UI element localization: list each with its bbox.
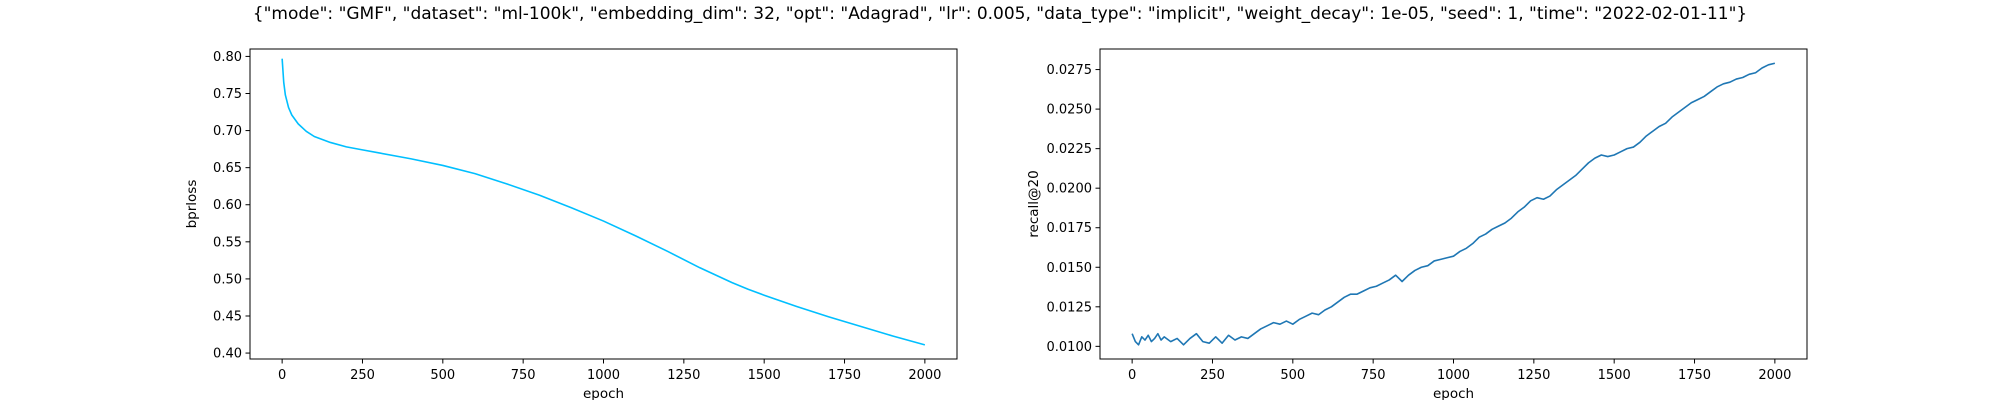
y-tick-label: 0.50 <box>213 272 242 287</box>
x-tick-label: 0 <box>278 368 286 383</box>
x-tick-label: 1750 <box>828 368 861 383</box>
x-tick-label: 1500 <box>1598 368 1631 383</box>
y-tick-label: 0.0100 <box>1047 340 1093 355</box>
x-tick-label: 750 <box>511 368 536 383</box>
y-tick-label: 0.0200 <box>1047 182 1093 197</box>
y-tick-label: 0.0175 <box>1047 221 1093 236</box>
x-tick-label: 1000 <box>587 368 620 383</box>
x-tick-label: 1000 <box>1437 368 1470 383</box>
x-axis-label: epoch <box>583 386 624 400</box>
y-tick-label: 0.0225 <box>1047 142 1093 157</box>
series-line-0 <box>1131 62 1776 346</box>
plot-frame <box>1099 48 1808 360</box>
x-tick-label: 0 <box>1128 368 1136 383</box>
x-tick-label: 1500 <box>748 368 781 383</box>
plot-frame <box>249 48 958 360</box>
x-tick-label: 1250 <box>667 368 700 383</box>
bprloss-chart: 0 250 500 750 1000 1250 1500 1750 2000 0.40 0.45 0.… <box>184 48 958 400</box>
series-line-0 <box>281 58 926 346</box>
x-axis-label: epoch <box>1433 386 1474 400</box>
y-tick-label: 0.60 <box>213 198 242 213</box>
y-tick-label: 0.0125 <box>1047 300 1093 315</box>
y-axis-label: bprloss <box>184 180 200 229</box>
y-tick-label: 0.80 <box>213 50 242 65</box>
x-tick-label: 2000 <box>1758 368 1791 383</box>
y-tick-label: 0.0275 <box>1047 63 1093 78</box>
y-tick-label: 0.0250 <box>1047 103 1093 118</box>
x-tick-label: 500 <box>430 368 455 383</box>
x-tick-label: 2000 <box>908 368 941 383</box>
y-tick-label: 0.0150 <box>1047 261 1093 276</box>
y-tick-label: 0.40 <box>213 347 242 362</box>
y-tick-label: 0.45 <box>213 309 242 324</box>
figure-title: {"mode": "GMF", "dataset": "ml-100k", "e… <box>252 4 1748 24</box>
y-tick-label: 0.55 <box>213 235 242 250</box>
x-tick-label: 500 <box>1280 368 1305 383</box>
y-tick-label: 0.65 <box>213 161 242 176</box>
x-tick-label: 1750 <box>1678 368 1711 383</box>
recall-chart: 0 250 500 750 1000 1250 1500 1750 2000 0.0100 0.01… <box>1026 48 1808 400</box>
x-tick-label: 250 <box>1200 368 1225 383</box>
y-tick-label: 0.70 <box>213 124 242 139</box>
x-tick-label: 750 <box>1361 368 1386 383</box>
x-tick-label: 1250 <box>1517 368 1550 383</box>
x-tick-label: 250 <box>350 368 375 383</box>
y-axis-label: recall@20 <box>1026 170 1042 237</box>
y-tick-label: 0.75 <box>213 87 242 102</box>
